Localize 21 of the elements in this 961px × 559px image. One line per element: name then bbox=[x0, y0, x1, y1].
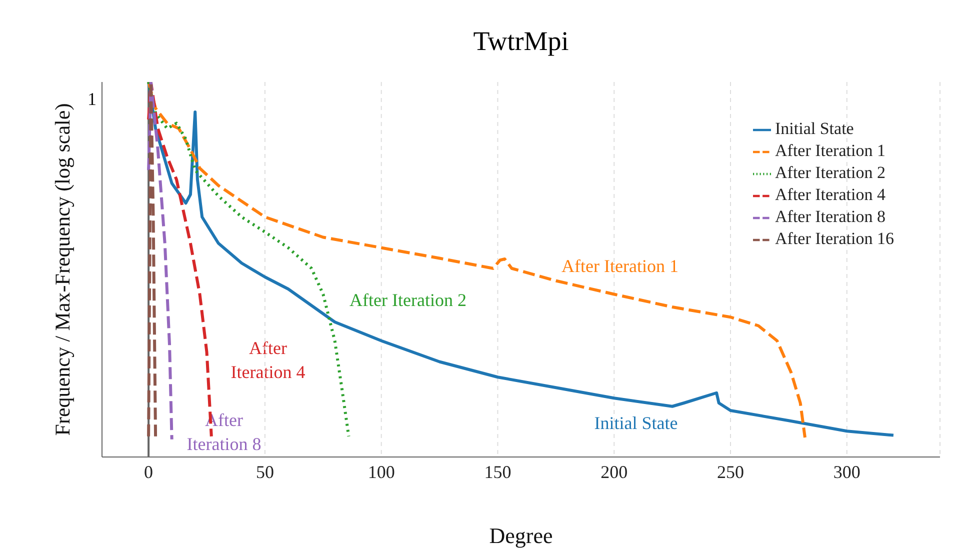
x-tick-label: 250 bbox=[717, 462, 744, 482]
annotation: After Iteration 4 bbox=[230, 337, 306, 384]
chart-title: TwtrMpi bbox=[472, 26, 570, 57]
legend-label: After Iteration 4 bbox=[775, 185, 886, 204]
annotation: After Iteration 2 bbox=[348, 289, 468, 312]
annotation: Initial State bbox=[593, 412, 679, 435]
legend-label: After Iteration 1 bbox=[775, 141, 886, 160]
annotation: After Iteration 1 bbox=[560, 255, 680, 278]
x-tick-label: 100 bbox=[368, 462, 395, 482]
x-axis-title: Degree bbox=[489, 523, 553, 548]
legend-label: Initial State bbox=[775, 119, 854, 138]
legend-label: After Iteration 16 bbox=[775, 229, 894, 248]
x-tick-label: 150 bbox=[484, 462, 512, 482]
x-tick-label: 0 bbox=[144, 462, 154, 482]
x-tick-label: 200 bbox=[600, 462, 628, 482]
legend-label: After Iteration 2 bbox=[775, 163, 886, 182]
x-tick-label: 50 bbox=[256, 462, 274, 482]
y-axis-title: Frequency / Max-Frequency (log scale) bbox=[50, 103, 74, 436]
legend-label: After Iteration 8 bbox=[775, 207, 886, 226]
text: 1 bbox=[88, 89, 96, 109]
x-tick-label: 300 bbox=[833, 462, 860, 482]
